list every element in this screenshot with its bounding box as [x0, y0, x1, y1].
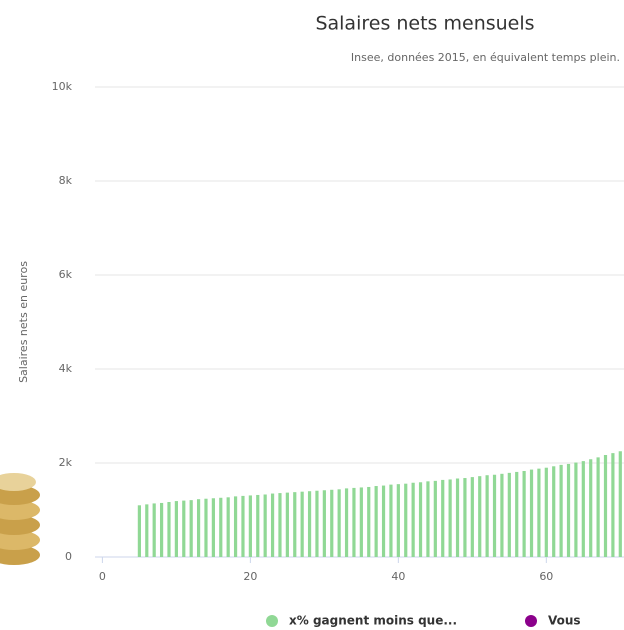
bar [596, 457, 600, 557]
bar [307, 491, 312, 557]
bar [463, 478, 467, 557]
bar [441, 479, 445, 557]
x-tick-label: 40 [391, 570, 405, 583]
bar [263, 494, 267, 557]
bar [448, 479, 452, 557]
bar [500, 473, 504, 557]
legend-label: x% gagnent moins que... [289, 614, 457, 628]
bar [618, 451, 622, 557]
bar [589, 459, 593, 557]
bar [537, 468, 541, 557]
bar [256, 494, 260, 557]
chart-subtitle: Insee, données 2015, en équivalent temps… [351, 51, 620, 64]
bar [507, 472, 511, 557]
bar [241, 495, 245, 557]
bar [322, 490, 326, 557]
bar [159, 502, 164, 557]
bar [574, 462, 578, 557]
bar [219, 497, 223, 557]
bar [344, 488, 349, 557]
legend-label: Vous [548, 614, 581, 628]
bar [167, 502, 171, 557]
bar [603, 455, 608, 557]
bar [359, 487, 363, 557]
bar [515, 471, 519, 557]
bar [293, 492, 297, 557]
y-tick-label: 2k [59, 456, 73, 469]
bar [226, 497, 230, 557]
bar [278, 493, 282, 557]
bar [196, 499, 201, 557]
bar [478, 476, 482, 557]
bar [204, 498, 208, 557]
bar [300, 491, 304, 557]
bar [470, 477, 474, 557]
y-tick-label: 8k [59, 174, 73, 187]
bar [337, 489, 341, 557]
bar [396, 484, 400, 557]
legend-marker [266, 615, 278, 627]
bar [352, 487, 356, 557]
bar [137, 505, 141, 557]
bar [522, 470, 526, 557]
bar [381, 485, 386, 557]
bar [559, 464, 563, 557]
bar [367, 486, 371, 557]
bar [174, 501, 178, 557]
x-tick-label: 20 [243, 570, 257, 583]
bar [211, 498, 215, 557]
bar [455, 478, 460, 557]
bar [233, 496, 238, 557]
y-tick-label: 10k [52, 80, 73, 93]
bar [418, 482, 423, 557]
bar [248, 495, 252, 557]
bar [426, 481, 430, 557]
bar [529, 469, 534, 557]
bar [485, 475, 489, 557]
bar [189, 500, 193, 557]
y-tick-label: 0 [65, 550, 72, 563]
bar [492, 474, 497, 557]
bar [552, 466, 556, 557]
coin-stack [0, 473, 40, 565]
y-tick-label: 6k [59, 268, 73, 281]
chart-title: Salaires nets mensuels [315, 13, 534, 35]
y-tick-label: 4k [59, 362, 73, 375]
bar [152, 503, 156, 557]
legend-marker [525, 615, 537, 627]
bar [270, 493, 275, 557]
bar [182, 500, 186, 557]
bar [544, 467, 548, 557]
bar [145, 504, 149, 557]
bar [433, 480, 437, 557]
bar [315, 490, 319, 557]
bar [566, 463, 571, 557]
y-axis-label: Salaires nets en euros [17, 261, 30, 383]
x-tick-label: 60 [539, 570, 553, 583]
bar [581, 461, 585, 557]
x-tick-label: 0 [99, 570, 106, 583]
bar [404, 483, 408, 557]
bar [411, 482, 415, 557]
bar [611, 453, 615, 557]
bar [285, 492, 289, 557]
bar [330, 489, 334, 557]
bar [389, 484, 393, 557]
bar [374, 486, 378, 557]
